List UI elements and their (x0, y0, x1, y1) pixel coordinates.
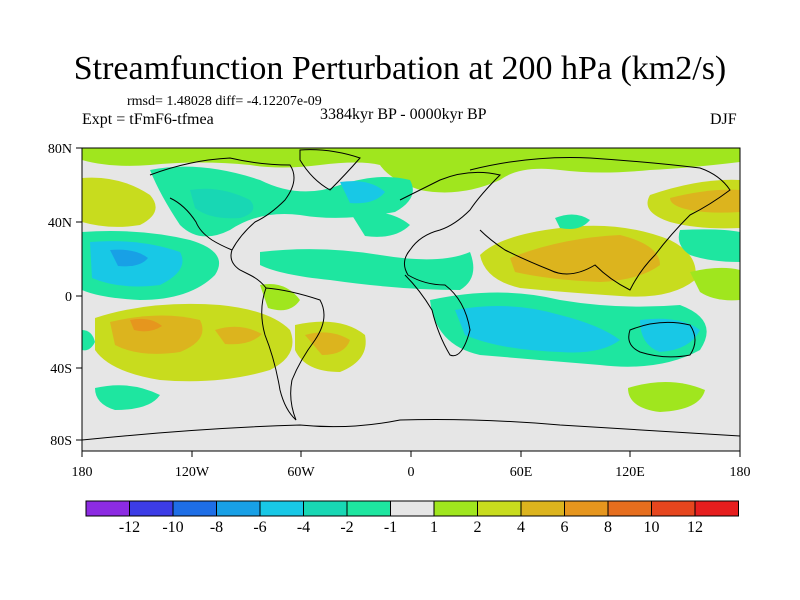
contour-north-positive (82, 148, 740, 193)
coast-antarctica (82, 419, 740, 441)
period-label: 3384kyr BP - 0000kyr BP (320, 106, 487, 123)
tick-marks (76, 147, 741, 457)
contour-mid-atlantic-negative (350, 211, 410, 237)
lon-tick: 180 (72, 465, 93, 480)
coast-north-america (149, 157, 295, 289)
contour-small-negative (555, 214, 590, 229)
lat-tick: 40S (50, 362, 72, 377)
lat-tick: 0 (65, 290, 72, 305)
lon-tick: 120E (615, 465, 645, 480)
contour-edge-negative (82, 330, 95, 351)
coast-west-north-america (169, 197, 233, 251)
colorbar-swatch (129, 500, 174, 517)
map-title: Streamfunction Perturbation at 200 hPa (… (73, 50, 727, 87)
contour-field (82, 148, 740, 451)
colorbar-label: -1 (384, 519, 397, 536)
colorbar-swatch (216, 500, 261, 517)
season-label: DJF (710, 111, 737, 128)
contour-tropical-pacific-inner (110, 249, 148, 267)
contour-peru-positive (260, 284, 300, 311)
colorbar-label: -8 (210, 519, 223, 536)
colorbar-swatch (346, 500, 391, 517)
colorbar-swatch (433, 500, 478, 517)
colorbar-swatch (303, 500, 348, 517)
lon-tick: 0 (408, 465, 415, 480)
contour-australia-core (640, 318, 700, 352)
lon-tick: 60W (287, 465, 315, 480)
colorbar-label: 6 (561, 519, 569, 536)
lon-tick: 120W (175, 465, 210, 480)
colorbar-swatch (564, 500, 609, 517)
contour-southern-negative-1 (95, 385, 160, 410)
contour-north-america-core (190, 188, 254, 219)
experiment-label: Expt = tFmF6-tfmea (82, 111, 214, 128)
colorbar-swatch (520, 500, 565, 517)
colorbar (85, 500, 739, 517)
colorbar-swatch (172, 500, 217, 517)
contour-south-pacific-core-2 (215, 326, 262, 345)
colorbar-label: 4 (517, 519, 525, 536)
coast-asia (469, 157, 731, 291)
contour-asia-core (510, 235, 660, 282)
contour-w-pacific-positive (690, 267, 740, 301)
colorbar-label: -10 (162, 519, 183, 536)
colorbar-swatch (259, 500, 304, 517)
lat-axis: 80N 40N 0 40S 80S (48, 142, 72, 449)
contour-atlantic-negative (260, 249, 474, 290)
contour-indian-ocean-core (455, 306, 620, 353)
coast-australia (628, 321, 696, 358)
colorbar-label: 2 (474, 519, 482, 536)
colorbar-label: -6 (253, 519, 266, 536)
colorbar-label: 12 (687, 519, 703, 536)
lon-tick: 60E (510, 465, 533, 480)
colorbar-label: -4 (297, 519, 310, 536)
contour-w-pacific-negative (678, 229, 740, 262)
colorbar-label: 8 (604, 519, 612, 536)
contour-north-atlantic-core (340, 181, 385, 204)
contour-ne-pacific-positive (82, 177, 156, 227)
coast-greenland (299, 149, 361, 191)
colorbar-label: -2 (340, 519, 353, 536)
colorbar-swatch (390, 500, 435, 517)
lon-tick: 180 (730, 465, 751, 480)
colorbar-swatch (694, 500, 739, 517)
lat-tick: 80S (50, 434, 72, 449)
colorbar-label: -12 (119, 519, 140, 536)
colorbar-labels: -12 -10 -8 -6 -4 -2 -1 1 2 4 6 8 10 12 (119, 519, 703, 536)
stats-label: rmsd= 1.48028 diff= -4.12207e-09 (127, 94, 322, 109)
lon-axis: 180 120W 60W 0 60E 120E 180 (72, 465, 751, 480)
coast-europe-africa (399, 171, 501, 357)
lat-tick: 40N (48, 216, 72, 231)
contour-south-pacific-inner (130, 318, 162, 332)
lat-tick: 80N (48, 142, 72, 157)
colorbar-label: 1 (430, 519, 438, 536)
colorbar-swatch (607, 500, 652, 517)
colorbar-label: 10 (644, 519, 660, 536)
coastlines (82, 149, 740, 441)
coast-south-america (261, 287, 325, 421)
colorbar-swatch (85, 500, 130, 517)
contour-southern-positive-1 (628, 381, 705, 412)
colorbar-swatch (651, 500, 696, 517)
colorbar-swatch (477, 500, 522, 517)
